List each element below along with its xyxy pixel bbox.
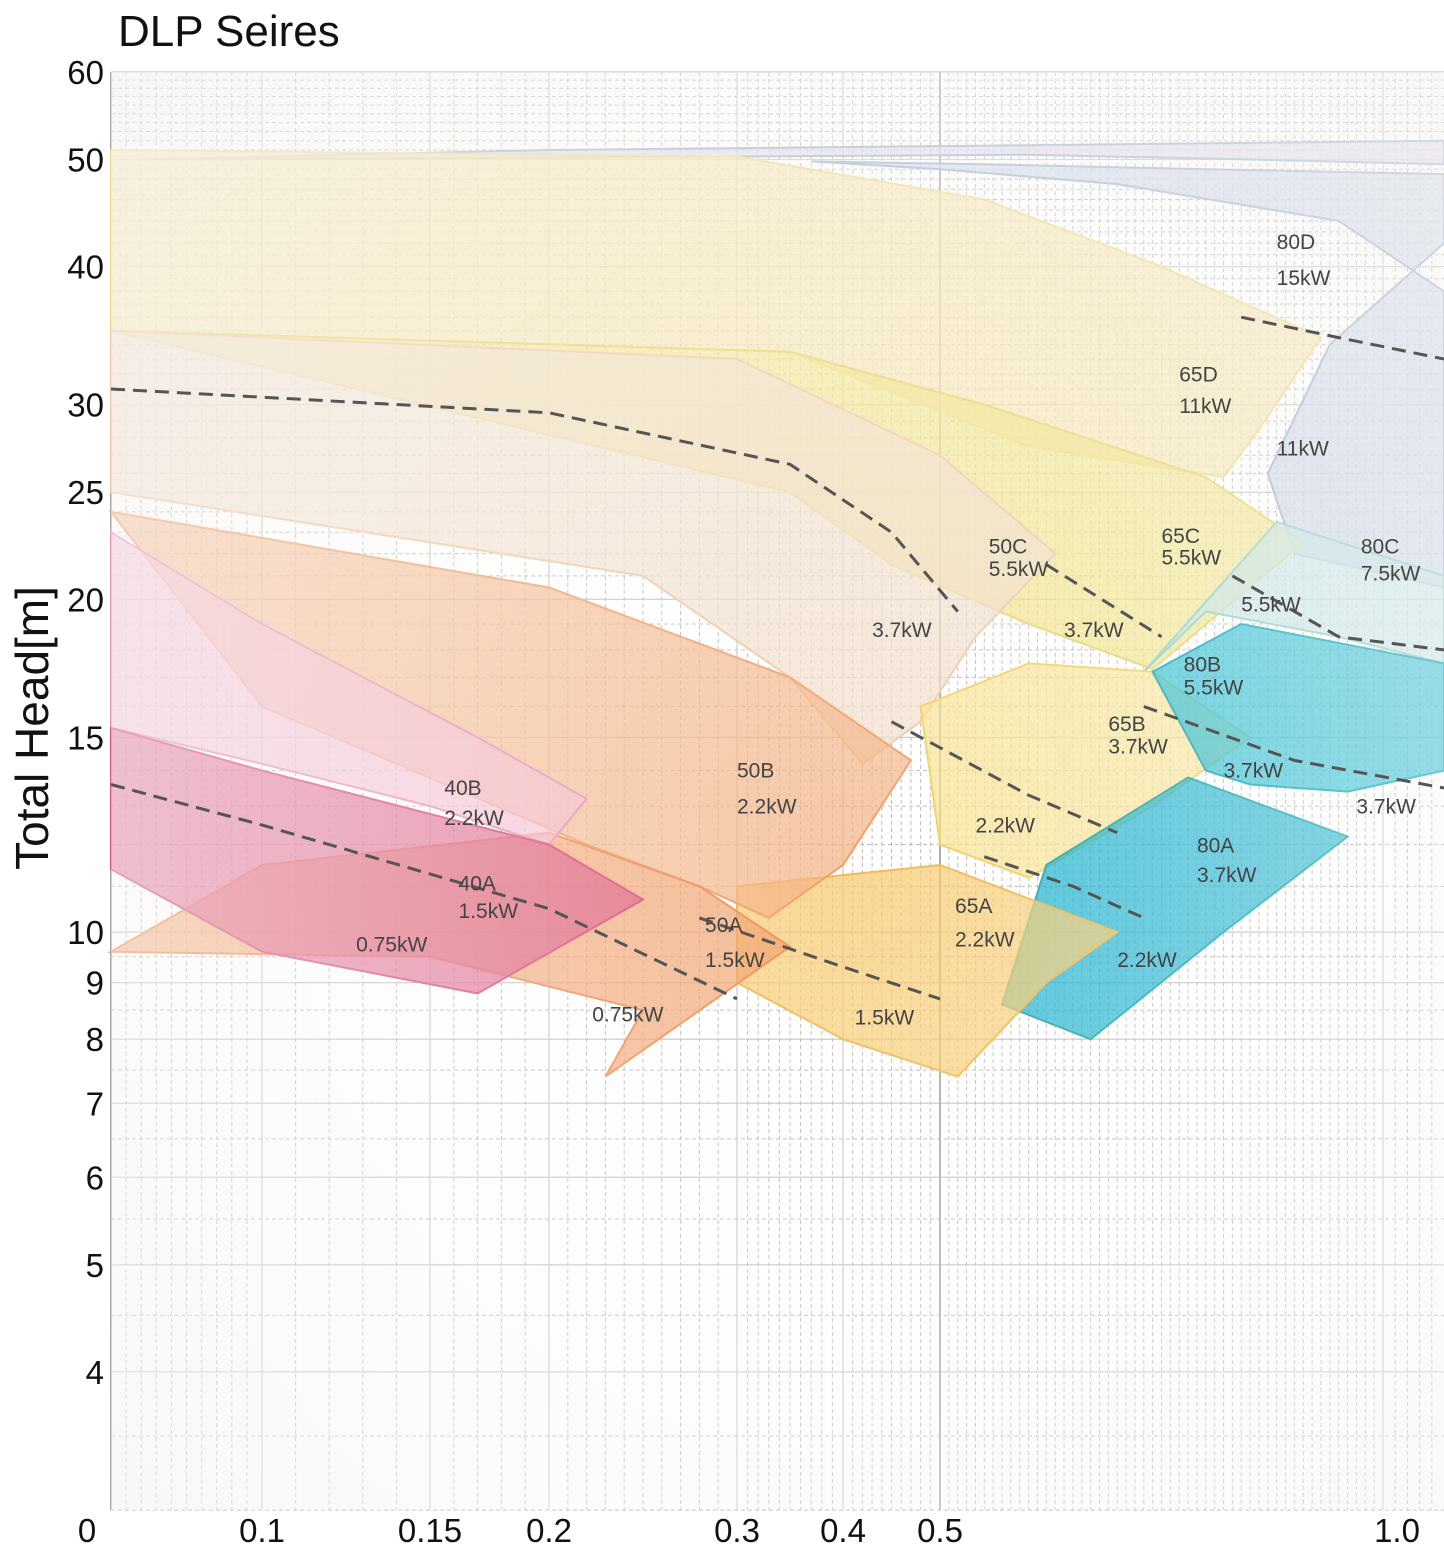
region-label: 50C <box>989 536 1028 559</box>
x-axis-ticks: 0 0.1 0.15 0.2 0.3 0.4 0.5 1.0 <box>78 1512 1420 1549</box>
dashed-curve <box>698 916 941 1001</box>
y-tick-label: 4 <box>86 1354 104 1391</box>
region-label: 3.7kW <box>1197 864 1257 887</box>
dashed-curve <box>110 387 959 613</box>
region-label: 3.7kW <box>1064 619 1124 642</box>
x-tick-label: 0.2 <box>526 1512 572 1549</box>
efficiency-curves <box>110 315 1444 1001</box>
region-label: 5.5kW <box>1184 677 1244 700</box>
region-label: 2.2kW <box>737 796 797 819</box>
region-label: 1.5kW <box>855 1006 915 1029</box>
region-label: 11kW <box>1277 437 1329 460</box>
y-tick-label: 6 <box>86 1159 104 1196</box>
y-tick-label: 8 <box>86 1021 104 1058</box>
region-label: 3.7kW <box>1108 736 1168 759</box>
dashed-curve <box>1240 315 1444 361</box>
region-label: 50A <box>705 914 742 937</box>
region-label: 3.7kW <box>872 619 932 642</box>
region-label: 2.2kW <box>975 815 1035 838</box>
region-label: 3.7kW <box>1224 759 1284 782</box>
region-label: 7.5kW <box>1361 563 1421 586</box>
x-tick-label: 0.5 <box>917 1512 963 1549</box>
y-tick-label: 20 <box>67 581 104 618</box>
region-label: 80D <box>1277 231 1316 254</box>
region-label: 40B <box>444 777 481 800</box>
y-tick-label: 50 <box>67 142 104 179</box>
dashed-curve <box>983 855 1145 920</box>
region-label: 1.5kW <box>705 949 765 972</box>
region-label: 2.2kW <box>955 929 1015 952</box>
y-tick-label: 10 <box>67 914 104 951</box>
region-label: 0.75kW <box>592 1004 663 1027</box>
y-tick-label: 7 <box>86 1085 104 1122</box>
chart-haze <box>111 72 1444 1510</box>
chart-title: DLP Seires <box>118 7 340 56</box>
dashed-curve <box>1143 705 1444 790</box>
dashed-curve <box>890 720 1118 835</box>
region-label: 5.5kW <box>989 558 1049 581</box>
performance-regions <box>107 72 1444 1510</box>
x-tick-label: 0.1 <box>239 1512 285 1549</box>
region-label: 80A <box>1197 835 1234 858</box>
region-label: 65A <box>955 895 992 918</box>
region-label: 65D <box>1179 363 1218 386</box>
region-label: 11kW <box>1179 395 1231 418</box>
region-label: 3.7kW <box>1356 796 1416 819</box>
region-label: 80C <box>1361 536 1400 559</box>
y-axis-ticks: 60 50 40 30 25 20 15 10 9 8 7 6 5 4 <box>67 54 104 1391</box>
y-tick-label: 15 <box>67 719 104 756</box>
y-tick-label: 25 <box>67 474 104 511</box>
x-tick-label: 0.15 <box>398 1512 462 1549</box>
region-label: 65B <box>1108 713 1145 736</box>
dashed-curve <box>1045 563 1163 639</box>
region-label: 2.2kW <box>444 807 504 830</box>
y-axis-label: Total Head[m] <box>6 586 58 870</box>
region-label: 40A <box>459 873 496 896</box>
x-tick-label: 0.4 <box>820 1512 866 1549</box>
dashed-curve <box>1231 574 1444 652</box>
y-tick-label: 30 <box>67 387 104 424</box>
x-tick-label: 0 <box>78 1512 96 1549</box>
y-tick-label: 40 <box>67 249 104 286</box>
y-tick-label: 60 <box>67 54 104 91</box>
y-tick-label: 5 <box>86 1247 104 1284</box>
region-label: 15kW <box>1277 267 1331 290</box>
region-label: 5.5kW <box>1241 594 1301 617</box>
region-label: 65C <box>1162 525 1201 548</box>
region-label: 1.5kW <box>459 900 519 923</box>
region-label: 5.5kW <box>1162 547 1222 570</box>
region-label: 80B <box>1184 654 1221 677</box>
region-label: 50B <box>737 759 774 782</box>
x-tick-label: 0.3 <box>714 1512 760 1549</box>
region-label: 0.75kW <box>356 934 427 957</box>
region-label: 2.2kW <box>1117 949 1177 972</box>
dashed-curve <box>110 783 738 1001</box>
x-tick-label: 1.0 <box>1374 1512 1420 1549</box>
y-tick-label: 9 <box>86 965 104 1002</box>
